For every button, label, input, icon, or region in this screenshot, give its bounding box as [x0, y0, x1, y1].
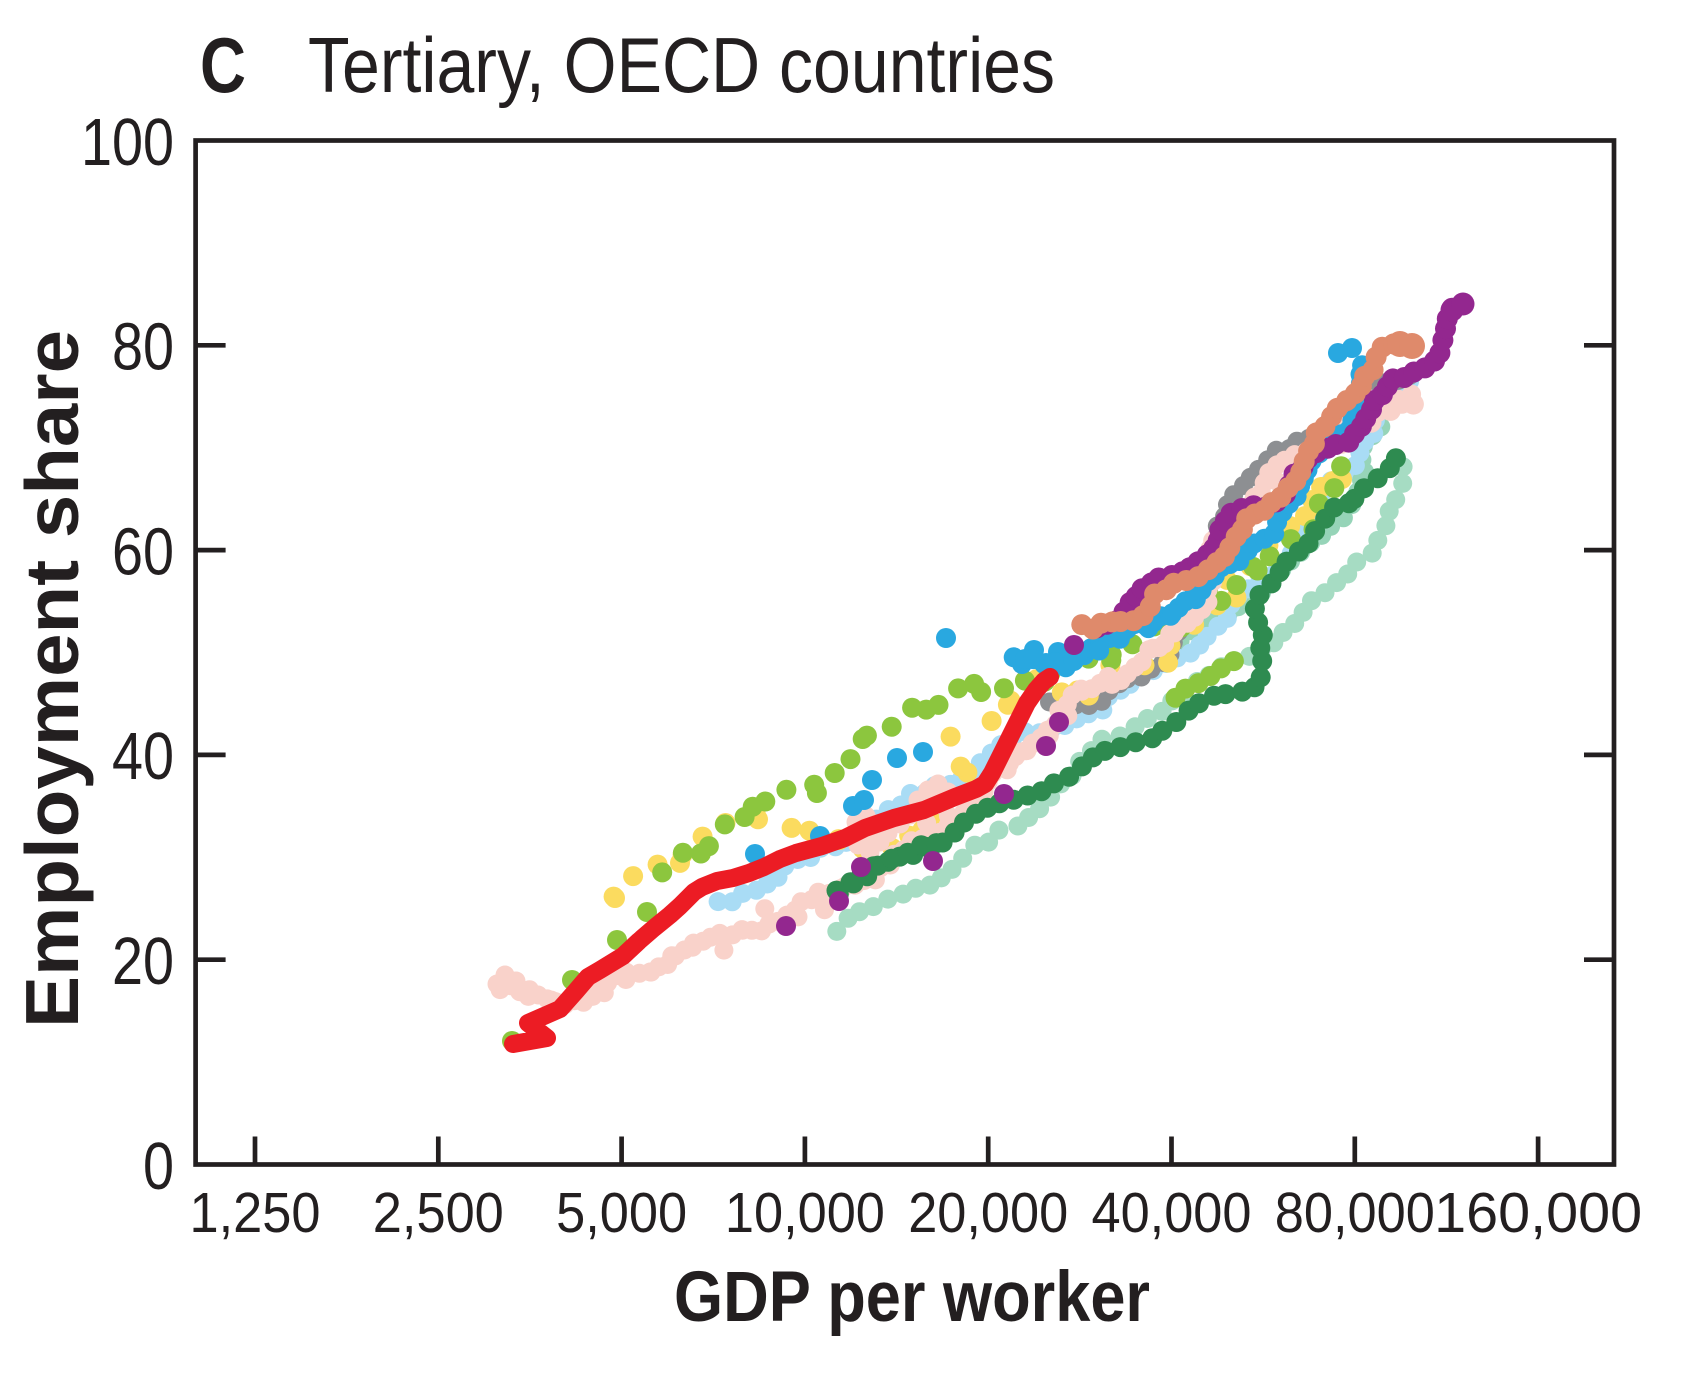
svg-text:160,000: 160,000: [1434, 1181, 1642, 1245]
svg-text:Employment share: Employment share: [10, 330, 94, 1028]
svg-text:20,000: 20,000: [908, 1181, 1068, 1245]
svg-text:GDP per worker: GDP per worker: [674, 1258, 1150, 1337]
svg-text:1,250: 1,250: [190, 1181, 321, 1245]
svg-text:0: 0: [143, 1129, 174, 1204]
svg-text:40: 40: [112, 719, 174, 794]
svg-text:2,500: 2,500: [373, 1181, 504, 1245]
svg-text:20: 20: [112, 924, 174, 999]
svg-text:80: 80: [112, 310, 174, 385]
svg-text:5,000: 5,000: [556, 1181, 687, 1245]
svg-text:Tertiary, OECD countries: Tertiary, OECD countries: [308, 21, 1055, 109]
svg-text:60: 60: [112, 514, 174, 589]
svg-text:100: 100: [81, 105, 174, 180]
svg-text:10,000: 10,000: [725, 1181, 885, 1245]
svg-text:C: C: [200, 21, 246, 109]
svg-text:80,000: 80,000: [1275, 1181, 1435, 1245]
svg-text:40,000: 40,000: [1092, 1181, 1252, 1245]
